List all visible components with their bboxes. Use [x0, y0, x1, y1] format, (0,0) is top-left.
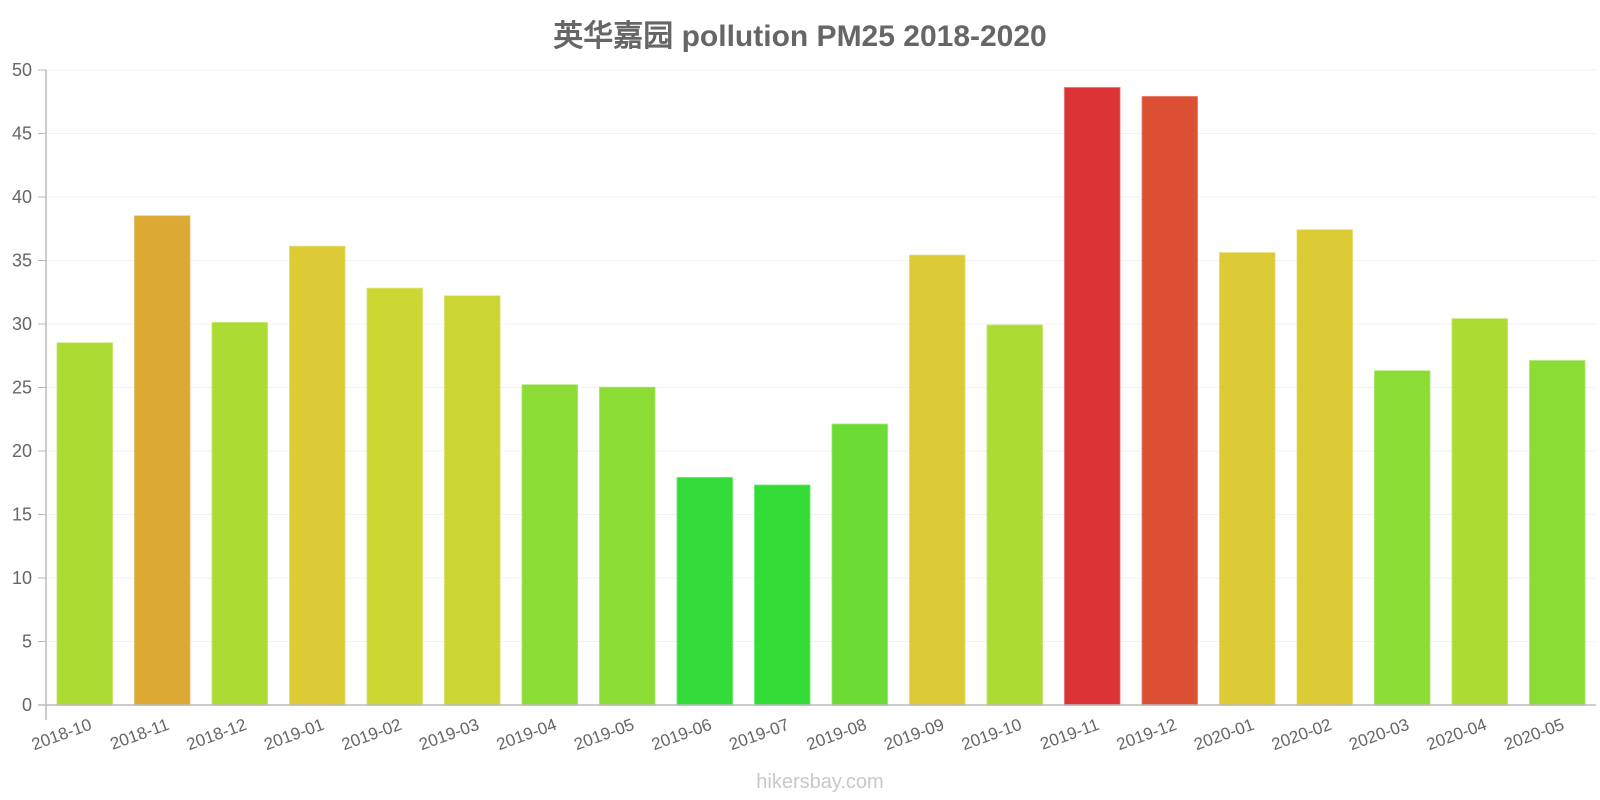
y-tick-label: 15: [12, 505, 32, 525]
x-tick-label: 2019-06: [649, 715, 714, 754]
y-tick-label: 50: [12, 60, 32, 80]
bar-2019-06[interactable]: 2019-06: 17.9: [676, 476, 733, 706]
bar-2019-12[interactable]: 2019-12: 47.9: [1141, 95, 1198, 706]
x-tick-label: 2019-09: [881, 715, 946, 754]
y-tick-label: 35: [12, 251, 32, 271]
bar-2019-07[interactable]: 2019-07: 17.3: [754, 484, 811, 706]
x-tick-label: 2018-11: [108, 715, 172, 754]
y-tick-label: 20: [12, 441, 32, 461]
y-tick-label: 5: [22, 632, 32, 652]
bar-2020-05[interactable]: 2020-05: 27.1: [1529, 360, 1586, 706]
bar-2019-10[interactable]: 2019-10: 29.9: [986, 324, 1043, 706]
bar-2018-10[interactable]: 2018-10: 28.5: [56, 342, 113, 706]
gridlines: [46, 69, 1596, 642]
bar-2020-03[interactable]: 2020-03: 26.3: [1374, 370, 1431, 706]
bar-2019-01[interactable]: 2019-01: 36.1: [289, 245, 346, 706]
x-tick-label: 2019-07: [726, 715, 791, 754]
y-tick-label: 25: [12, 378, 32, 398]
bar-2020-02[interactable]: 2020-02: 37.4: [1296, 229, 1353, 706]
x-tick-label: 2020-03: [1346, 715, 1411, 754]
x-tick-label: 2019-02: [339, 715, 404, 754]
x-tick-label: 2020-02: [1269, 715, 1334, 754]
bar-2020-04[interactable]: 2020-04: 30.4: [1451, 318, 1508, 706]
y-tick-label: 30: [12, 314, 32, 334]
bar-2018-11[interactable]: 2018-11: 38.5: [134, 215, 191, 706]
bar-series: 2018-10: 28.5 2018-11: 38.5 2018-12: 30.1 2…: [56, 87, 1586, 706]
bar-2019-09[interactable]: 2019-09: 35.4: [909, 254, 966, 706]
bar-2019-11[interactable]: 2019-11: 48.6: [1064, 87, 1121, 706]
x-tick-label: 2019-10: [959, 715, 1024, 754]
bar-2018-12[interactable]: 2018-12: 30.1: [211, 321, 268, 706]
x-tick-label: 2018-12: [184, 715, 249, 754]
y-tick-label: 40: [12, 187, 32, 207]
x-tick-label: 2019-08: [804, 715, 869, 754]
x-axis: 2018-10 2018-11 2018-12 2019-01 2019-02 2019-…: [29, 704, 1596, 754]
x-tick-label: 2020-05: [1501, 715, 1566, 754]
y-tick-label: 10: [12, 568, 32, 588]
x-tick-label: 2019-03: [416, 715, 481, 754]
x-tick-label: 2019-01: [261, 715, 326, 754]
x-tick-label: 2019-11: [1038, 715, 1102, 754]
bar-2019-04[interactable]: 2019-04: 25.2: [521, 384, 578, 706]
x-tick-label: 2018-10: [29, 715, 94, 754]
bar-2019-03[interactable]: 2019-03: 32.2: [444, 295, 501, 706]
bar-2019-08[interactable]: 2019-08: 22.1: [831, 423, 888, 706]
y-tick-label: 45: [12, 124, 32, 144]
bar-2020-01[interactable]: 2020-01: 35.6: [1219, 252, 1276, 706]
y-tick-label: 0: [22, 695, 32, 715]
x-tick-label: 2020-01: [1191, 715, 1256, 754]
bar-2019-02[interactable]: 2019-02: 32.8: [366, 287, 423, 706]
y-axis: 0 5 10 15 20 25 30 35 40 45 50: [12, 60, 47, 720]
watermark: hikersbay.com: [756, 771, 883, 793]
x-tick-label: 2019-12: [1114, 715, 1179, 754]
x-tick-label: 2020-04: [1424, 715, 1489, 754]
bar-2019-05[interactable]: 2019-05: 25: [599, 386, 656, 706]
x-tick-label: 2019-05: [571, 715, 636, 754]
chart-title: 英华嘉园 pollution PM25 2018-2020: [553, 20, 1046, 53]
x-tick-label: 2019-04: [494, 715, 559, 754]
